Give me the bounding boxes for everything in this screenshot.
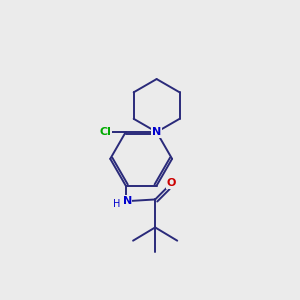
Text: O: O — [167, 178, 176, 188]
Text: N: N — [123, 196, 132, 206]
Text: H: H — [112, 199, 120, 209]
Text: N: N — [152, 127, 161, 137]
Text: Cl: Cl — [99, 127, 111, 137]
